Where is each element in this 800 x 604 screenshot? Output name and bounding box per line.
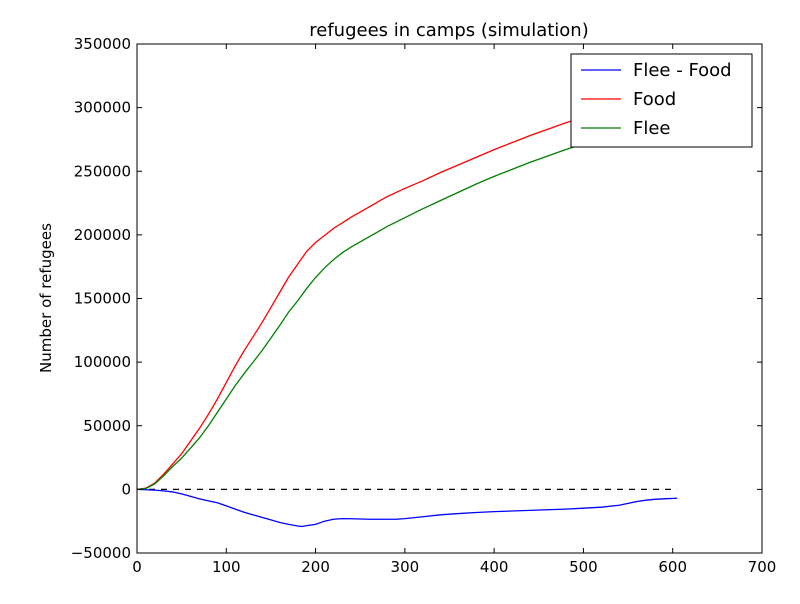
y-tick-label: −50000 (71, 544, 131, 562)
axes: 0 100 200 300 400 500 600 700−50000050000100000… (71, 35, 777, 576)
series-line-flee-food (136, 488, 678, 528)
series-line-flee (136, 115, 678, 491)
x-tick-label: 400 (480, 558, 509, 576)
x-tick-label: 200 (301, 558, 330, 576)
y-tick-label: 100000 (74, 353, 131, 371)
y-tick-label: 50000 (83, 417, 131, 435)
legend-label: Flee - Food (633, 60, 732, 81)
y-tick-label: 200000 (74, 226, 131, 244)
chart-title: refugees in camps (simulation) (309, 20, 589, 41)
x-tick-label: 300 (391, 558, 420, 576)
plot-area (136, 94, 678, 528)
y-tick-label: 150000 (74, 290, 131, 308)
x-tick-label: 0 (132, 558, 142, 576)
series-line-food (136, 94, 678, 491)
y-tick-label: 0 (121, 480, 131, 498)
y-axis-label: Number of refugees (37, 223, 55, 373)
x-tick-label: 700 (748, 558, 777, 576)
y-tick-label: 300000 (74, 99, 131, 117)
legend-label: Flee (633, 118, 671, 139)
x-tick-label: 500 (569, 558, 598, 576)
y-tick-label: 250000 (74, 162, 131, 180)
y-tick-label: 350000 (74, 35, 131, 53)
legend: Flee - Food Food Flee (570, 53, 753, 148)
x-tick-label: 600 (658, 558, 687, 576)
x-tick-label: 100 (212, 558, 241, 576)
legend-label: Food (633, 89, 676, 110)
